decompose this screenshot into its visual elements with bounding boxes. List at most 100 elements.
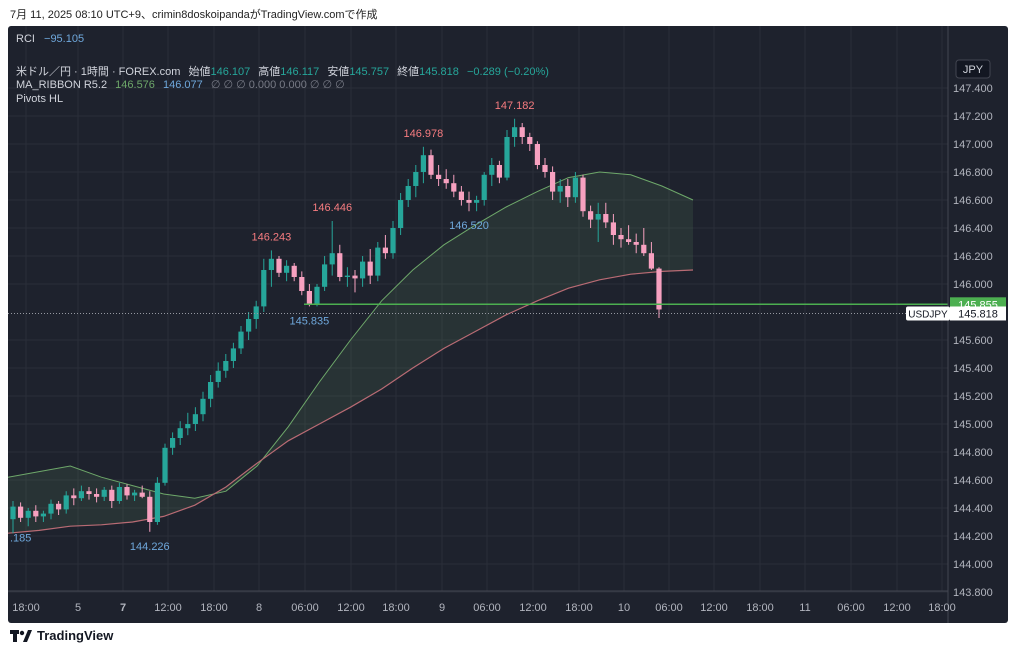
change-value: −0.289 (−0.20%) — [466, 66, 549, 78]
symbol-title: 米ドル／円 · 1時間 · FOREX.com — [16, 66, 181, 78]
ma-other-values: ∅ ∅ ∅ 0.000 0.000 ∅ ∅ ∅ — [210, 79, 345, 91]
candle-body — [572, 177, 578, 198]
symbol-legend[interactable]: 米ドル／円 · 1時間 · FOREX.com 始値146.107 高値146.… — [16, 63, 549, 79]
candle-body — [124, 487, 130, 496]
candle-body — [139, 492, 145, 497]
candle-body — [367, 261, 373, 276]
symbol-tag — [906, 306, 950, 321]
candle-body — [458, 191, 464, 200]
candle-body — [200, 398, 206, 415]
candle-body — [496, 165, 502, 178]
candle-body — [550, 172, 556, 192]
time-tick-label: 18:00 — [12, 602, 40, 614]
candle-body — [306, 291, 312, 304]
candle-body — [48, 503, 54, 514]
candle-body — [71, 495, 77, 499]
candle-body — [10, 506, 16, 520]
candle-body — [284, 265, 290, 273]
price-tick-label: 145.600 — [953, 335, 993, 347]
ma-ribbon-name: MA_RIBBON R5.2 — [16, 79, 108, 91]
candle-body — [405, 186, 411, 200]
candle-body — [382, 247, 388, 254]
candle-body — [40, 513, 46, 517]
ma-fast-value: 146.576 — [115, 79, 155, 91]
time-tick-label: 06:00 — [473, 602, 501, 614]
price-tick-label: 144.800 — [953, 447, 993, 459]
time-tick-label: 10 — [618, 602, 630, 614]
candle-body — [489, 165, 495, 175]
pivot-high-label: 146.446 — [312, 202, 352, 214]
open-value: 146.107 — [210, 66, 251, 78]
candle-body — [101, 489, 107, 497]
candle-body — [230, 348, 236, 361]
candle-body — [443, 179, 449, 184]
ma-slow-line — [8, 269, 694, 534]
ma-ribbon-legend[interactable]: MA_RIBBON R5.2 146.576 146.077 ∅ ∅ ∅ 0.0… — [16, 78, 345, 91]
time-tick-label: 9 — [439, 602, 445, 614]
pivot-low-label: 145.835 — [290, 315, 330, 327]
candle-body — [25, 510, 31, 518]
candle-body — [170, 438, 176, 448]
price-tick-label: 145.000 — [953, 419, 993, 431]
price-tick-label: 144.400 — [953, 503, 993, 515]
candle-body — [78, 491, 84, 499]
candle-body — [329, 253, 335, 265]
time-tick-label: 5 — [75, 602, 81, 614]
low-value: 145.757 — [349, 66, 390, 78]
candle-body — [322, 264, 328, 287]
candle-body — [451, 183, 457, 192]
candle-body — [238, 331, 244, 349]
price-tick-label: 146.200 — [953, 251, 993, 263]
time-tick-label: 12:00 — [883, 602, 911, 614]
rci-label[interactable]: RCI −95.105 — [16, 33, 84, 45]
time-tick-label: 8 — [256, 602, 262, 614]
candle-body — [618, 235, 624, 240]
price-tick-label: 144.600 — [953, 475, 993, 487]
price-tick-label: 146.400 — [953, 223, 993, 235]
tradingview-logo-icon — [10, 629, 32, 642]
price-tick-label: 143.800 — [953, 587, 993, 599]
candle-body — [588, 211, 594, 220]
pivot-high-label: 146.243 — [252, 231, 292, 243]
candle-body — [648, 253, 654, 269]
candle-body — [603, 214, 609, 223]
time-tick-label: 18:00 — [565, 602, 593, 614]
brand-name: TradingView — [37, 628, 114, 643]
candle-body — [656, 268, 662, 310]
candle-body — [18, 506, 24, 518]
time-tick-label: 12:00 — [337, 602, 365, 614]
candle-body — [527, 137, 533, 144]
candle-body — [154, 482, 160, 522]
candle-body — [626, 239, 632, 242]
candle-body — [595, 214, 601, 220]
currency-box — [955, 59, 991, 79]
candle-body — [557, 186, 563, 192]
candle-body — [215, 370, 221, 382]
symbol-tag-text: USDJPY — [908, 309, 948, 320]
high-value: 146.117 — [280, 66, 320, 78]
candle-body — [580, 177, 586, 212]
candle-body — [268, 258, 274, 270]
candle-body — [246, 319, 252, 332]
candle-body — [177, 428, 183, 438]
candlestick-chart[interactable]: 144.226 146.243 146.446 145.835 146.978 146.5… — [8, 26, 1008, 623]
pivot-low-label: 146.520 — [449, 220, 489, 232]
pivots-legend[interactable]: Pivots HL — [16, 93, 63, 105]
price-tick-label: 146.800 — [953, 167, 993, 179]
time-tick-label: 11 — [799, 602, 810, 614]
chart-panel[interactable]: 144.226 146.243 146.446 145.835 146.978 146.5… — [8, 26, 1008, 623]
candle-body — [413, 172, 419, 186]
low-label: 安値 — [327, 66, 350, 78]
tradingview-footer[interactable]: TradingView — [10, 628, 113, 643]
time-tick-label: 7 — [120, 602, 126, 614]
price-tick-label: 144.000 — [953, 559, 993, 571]
pivot-low-partial-label: .185 — [10, 532, 31, 544]
candle-body — [56, 503, 62, 510]
last-price-text: 145.818 — [958, 308, 998, 320]
time-tick-label: 06:00 — [837, 602, 865, 614]
ma-slow-value: 146.077 — [162, 79, 203, 91]
candle-body — [261, 270, 267, 307]
price-tick-label: 145.400 — [953, 363, 993, 375]
candle-body — [94, 494, 100, 497]
